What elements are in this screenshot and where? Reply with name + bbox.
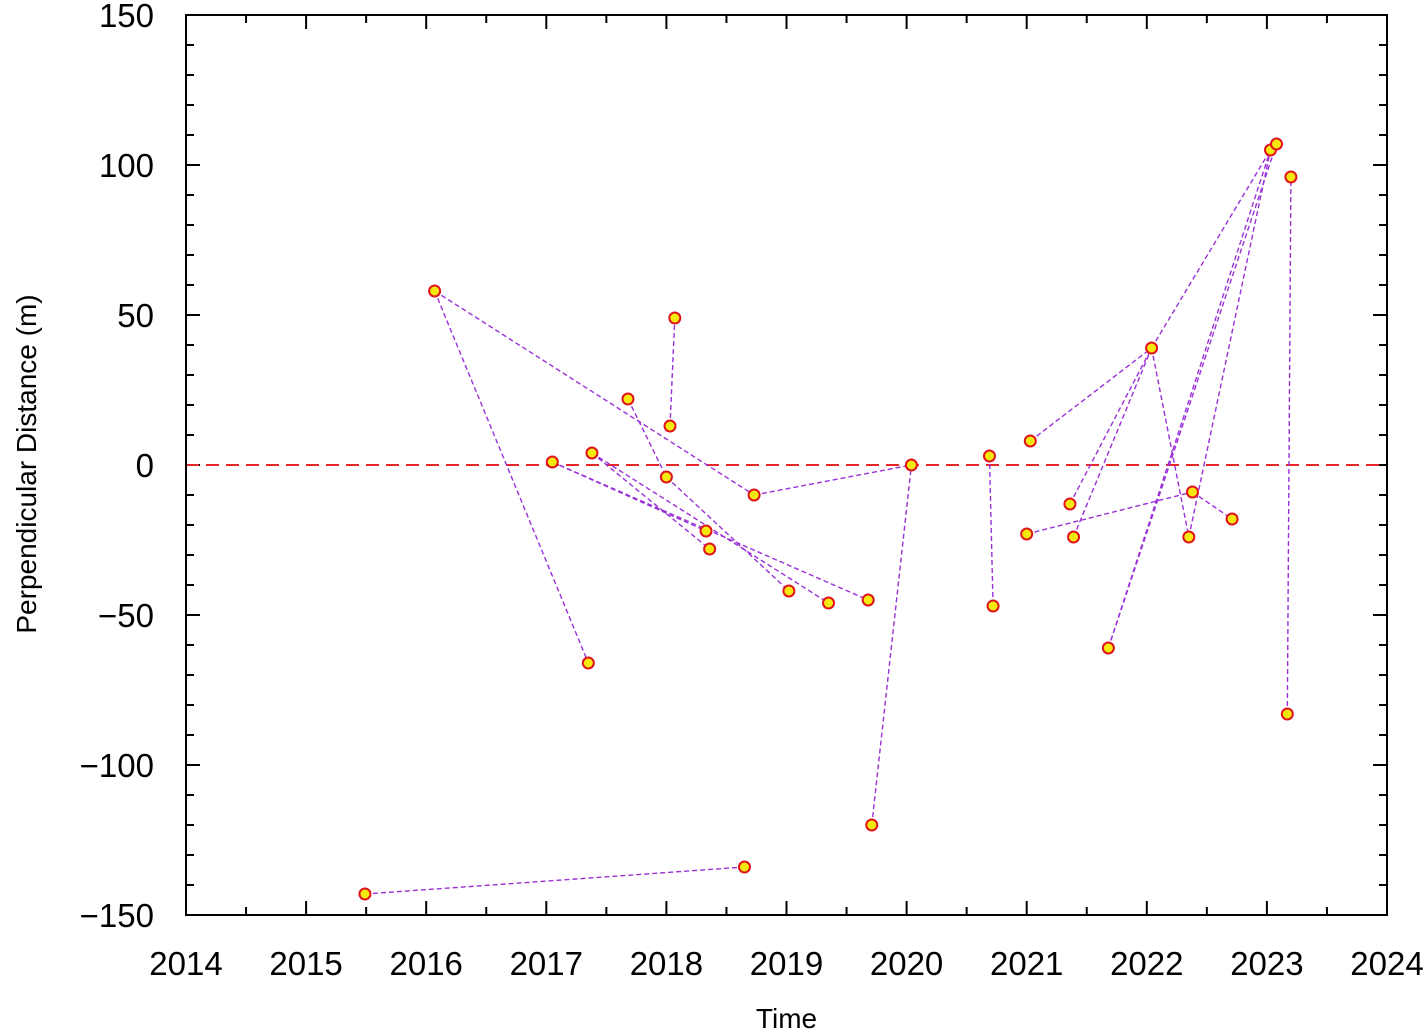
baseline-connection bbox=[669, 317, 676, 427]
acquisition-point bbox=[668, 311, 682, 325]
y-tick-label: −100 bbox=[80, 747, 154, 784]
baseline-connection bbox=[1192, 491, 1233, 520]
acquisition-point bbox=[865, 818, 879, 832]
x-tick-label: 2016 bbox=[389, 945, 462, 982]
y-tick-label: −150 bbox=[80, 897, 154, 934]
acquisition-point bbox=[1182, 530, 1196, 544]
acquisition-point bbox=[545, 455, 559, 469]
acquisition-point bbox=[986, 599, 1000, 613]
x-tick-label: 2015 bbox=[269, 945, 342, 982]
baseline-connection bbox=[665, 476, 790, 592]
x-tick-label: 2020 bbox=[870, 945, 943, 982]
y-axis-label: Perpendicular Distance (m) bbox=[11, 294, 42, 633]
acquisition-point bbox=[737, 860, 751, 874]
plot-frame bbox=[185, 14, 1388, 916]
y-tick-label: 0 bbox=[136, 447, 154, 484]
acquisition-point bbox=[621, 392, 635, 406]
baseline-connection bbox=[1069, 347, 1153, 505]
y-tick-label: −50 bbox=[98, 597, 154, 634]
acquisition-point bbox=[1185, 485, 1199, 499]
baseline-connection bbox=[364, 866, 745, 895]
x-tick-label: 2018 bbox=[630, 945, 703, 982]
acquisition-points bbox=[358, 137, 1298, 901]
acquisition-point bbox=[1270, 137, 1284, 151]
baseline-connection bbox=[434, 290, 755, 496]
acquisition-point bbox=[1063, 497, 1077, 511]
acquisition-point bbox=[585, 446, 599, 460]
acquisition-point bbox=[1225, 512, 1239, 526]
acquisition-point bbox=[782, 584, 796, 598]
minor-ticks bbox=[186, 15, 1387, 915]
baseline-connection bbox=[433, 290, 589, 664]
acquisition-point bbox=[1023, 434, 1037, 448]
acquisition-point bbox=[1020, 527, 1034, 541]
x-tick-label: 2022 bbox=[1110, 945, 1183, 982]
baseline-connection bbox=[753, 464, 912, 496]
x-tick-label: 2014 bbox=[149, 945, 222, 982]
y-tick-label: 100 bbox=[99, 147, 154, 184]
acquisition-point bbox=[428, 284, 442, 298]
acquisition-point bbox=[861, 593, 875, 607]
x-axis-label: Time bbox=[756, 1003, 817, 1032]
x-tick-label: 2019 bbox=[750, 945, 823, 982]
acquisition-point bbox=[1145, 341, 1159, 355]
acquisition-point bbox=[822, 596, 836, 610]
baseline-connection bbox=[1188, 149, 1272, 538]
baseline-connection bbox=[1029, 347, 1153, 442]
baseline-connections bbox=[364, 143, 1292, 895]
acquisition-point bbox=[747, 488, 761, 502]
x-tick-label: 2017 bbox=[510, 945, 583, 982]
baseline-connection bbox=[1072, 347, 1153, 538]
baseline-connection bbox=[1107, 149, 1272, 649]
baseline-connection bbox=[1286, 176, 1292, 715]
acquisition-point bbox=[699, 524, 713, 538]
baseline-connection bbox=[1026, 491, 1193, 535]
x-tick-label: 2023 bbox=[1230, 945, 1303, 982]
baseline-connection bbox=[1151, 149, 1272, 349]
baseline-connection bbox=[591, 452, 711, 550]
x-tick-label: 2021 bbox=[990, 945, 1063, 982]
baseline-connection bbox=[1107, 143, 1278, 649]
acquisition-point bbox=[1067, 530, 1081, 544]
acquisition-point bbox=[358, 887, 372, 901]
y-tick-label: 150 bbox=[99, 0, 154, 34]
baseline-connection bbox=[627, 398, 668, 478]
y-tick-label: 50 bbox=[117, 297, 154, 334]
acquisition-point bbox=[1280, 707, 1294, 721]
acquisition-point bbox=[581, 656, 595, 670]
acquisition-point bbox=[982, 449, 996, 463]
baseline-connection bbox=[988, 455, 994, 607]
y-tick-labels: 150 100 50 0 −50 −100 −150 bbox=[80, 0, 154, 934]
x-tick-labels: 2014 2015 2016 2017 2018 2019 2020 2021 2022 2023… bbox=[149, 945, 1423, 982]
acquisition-point bbox=[659, 470, 673, 484]
acquisition-point bbox=[663, 419, 677, 433]
acquisition-point bbox=[904, 458, 918, 472]
baseline-connection bbox=[871, 464, 913, 826]
baseline-connection bbox=[1150, 347, 1190, 538]
acquisition-point bbox=[703, 542, 717, 556]
x-tick-label: 2024 bbox=[1350, 945, 1423, 982]
acquisition-point bbox=[1101, 641, 1115, 655]
acquisition-point bbox=[1284, 170, 1298, 184]
